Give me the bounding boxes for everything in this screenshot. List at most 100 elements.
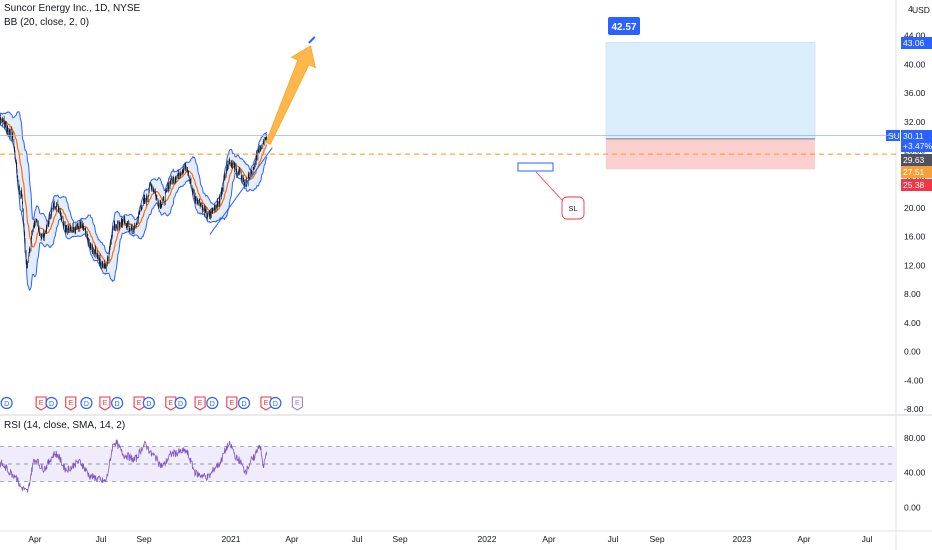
last-price-box [901,130,932,152]
projection-arrow [265,45,316,145]
earnings-marker-label: E [103,400,108,407]
entry-price-tag-text: 29.63 [903,155,925,165]
dividend-marker [142,396,155,410]
time-axis-tick: 2021 [222,534,241,544]
bollinger-legend[interactable]: BB (20, close, 2, 0) [4,17,90,28]
chart-symbol-title[interactable]: Suncor Energy Inc., 1D, NYSE [4,3,141,14]
earnings-marker-label: E [198,400,203,407]
price-axis-tick: 36.00 [904,88,926,98]
stop-price-tag-box [901,179,932,191]
time-axis-tick: Jul [862,534,873,544]
target-label-pointer [308,36,316,44]
price-axis-tick: -8.00 [904,404,924,414]
earnings-marker-label: E [264,400,269,407]
support-trendline [209,147,273,235]
dividend-marker [45,396,58,410]
earnings-marker [165,396,177,411]
ohlc-bars [0,114,267,272]
stop-loss-label: SL [568,204,577,213]
level-price-tag: 27.51 [901,166,932,178]
price-axis-tick: 20.00 [904,203,926,213]
level-price-tag-box [901,166,932,178]
dividend-marker-label: D [4,401,9,408]
earnings-marker [99,396,111,411]
dividend-marker [237,396,251,410]
dividend-marker [111,396,124,410]
price-axis-tick: 32.00 [904,117,926,127]
dividend-marker-label: D [84,401,89,408]
earnings-marker-label: E [137,400,142,407]
projected-target-label: 42.57 [308,17,640,44]
rsi-axis-tick: 80.00 [904,433,926,443]
dividend-marker [174,396,187,410]
rsi-axis-tick: 40.00 [904,468,926,478]
entry-price-tag-box [901,154,932,166]
last-price-text: 30.11 [903,131,924,141]
bollinger-upper-band [0,110,268,255]
dividend-marker [269,396,282,410]
dividend-marker [80,396,93,410]
dividend-marker-label: D [241,401,246,408]
callout-bubble [561,196,585,220]
price-axis-tick: 0.00 [904,347,921,357]
target-label-box [608,17,640,35]
price-axis-tick: 4.00 [904,318,921,328]
earnings-marker-label: E [295,400,300,407]
earnings-marker-label: E [68,400,73,407]
time-axis-tick: Sep [392,534,407,544]
change-percent-text: +3.47% [903,141,932,151]
currency-label: USD [912,5,930,15]
target-price-tag-box [901,37,932,49]
rsi-axis-tick: 0.00 [904,502,921,512]
dividend-marker-label: D [115,401,120,408]
time-axis-tick: 2023 [733,534,752,544]
time-axis-tick: Sep [649,534,664,544]
target-price-tag-text: 43.06 [903,38,925,48]
time-axis-tick: Apr [542,534,555,544]
time-axis-tick: Apr [285,534,298,544]
time-axis-tick: Jul [96,534,107,544]
earnings-marker [194,396,206,411]
price-axis-tick: 12.00 [904,260,926,270]
target-label-text: 42.57 [611,22,636,33]
symbol-tag-text: SU [888,131,900,141]
earnings-marker [35,396,47,411]
price-axis-tick-partial: 4 [908,4,913,14]
time-axis-tick: Sep [136,534,151,544]
price-axis-tick: 8.00 [904,289,921,299]
earnings-marker-label: E [168,400,173,407]
earnings-marker [260,396,272,411]
time-axis-tick: Jul [352,534,363,544]
earnings-marker-label: E [39,400,44,407]
stop-price-tag-text: 25.38 [903,180,925,190]
stop-loss-callout: SL [517,162,585,220]
rsi-line [0,439,268,493]
time-axis-tick: Apr [28,534,41,544]
rsi-legend[interactable]: RSI (14, close, SMA, 14, 2) [4,420,126,431]
bollinger-lower-band [0,120,268,291]
dividend-marker-label: D [146,401,151,408]
level-price-tag-text: 27.51 [903,167,925,177]
target-price-tag: 43.06 [901,37,932,49]
time-axis-tick: 2022 [478,534,497,544]
earnings-marker [291,396,303,411]
stop-marker-box [517,162,554,172]
dividend-marker [0,396,13,410]
target-zone [605,42,816,140]
bollinger-band-fill [0,111,267,291]
earnings-marker [65,396,77,411]
price-axis-tick: 44.00 [904,31,926,41]
entry-price-tag: 29.63 [901,154,932,166]
dividend-marker-label: D [49,401,54,408]
callout-pointer [535,171,563,201]
earnings-marker-label: E [229,400,234,407]
earnings-marker [133,396,145,411]
price-axis-tick: -4.00 [904,375,924,385]
time-axis-tick: Apr [797,534,810,544]
dividend-marker-label: D [273,401,278,408]
dividend-marker [206,396,219,410]
dividend-marker-label: D [178,401,183,408]
time-axis-tick: Jul [608,534,619,544]
